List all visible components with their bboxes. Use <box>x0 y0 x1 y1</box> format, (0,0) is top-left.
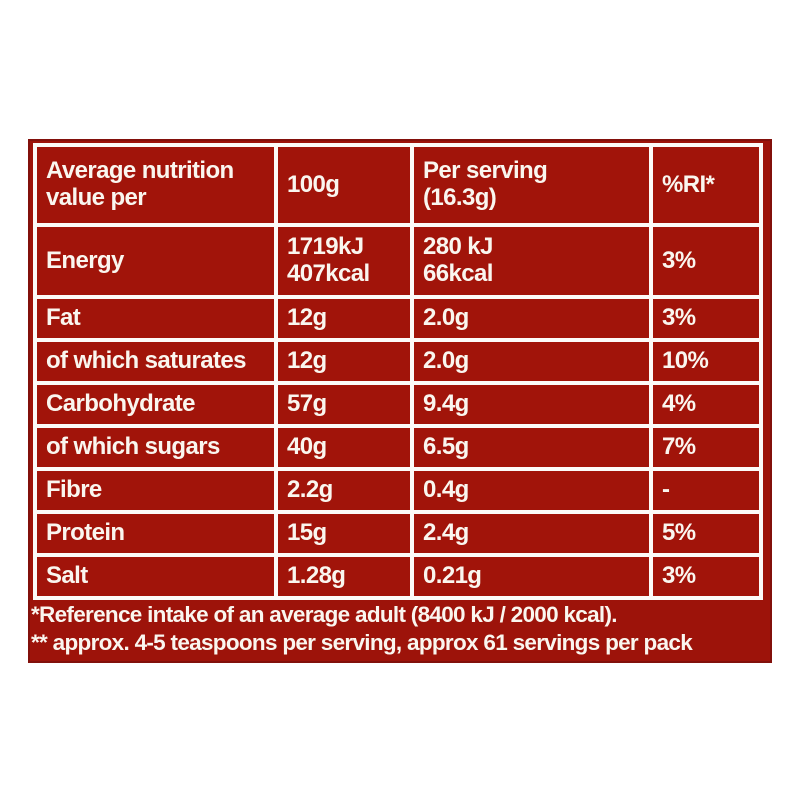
row-saturates-ri: 10% <box>653 342 759 381</box>
row-energy-ri: 3% <box>653 227 759 295</box>
row-energy-per-100g: 1719kJ 407kcal <box>278 227 410 295</box>
row-fat-per-100g: 12g <box>278 299 410 338</box>
row-protein-per-100g: 15g <box>278 514 410 553</box>
row-energy-label: Energy <box>37 227 274 295</box>
row-carbohydrate-per-serving: 9.4g <box>414 385 649 424</box>
row-fat-per-serving: 2.0g <box>414 299 649 338</box>
row-sugars-per-100g: 40g <box>278 428 410 467</box>
nutrition-table: Average nutrition value per 100g Per ser… <box>33 143 763 600</box>
row-fibre-per-serving: 0.4g <box>414 471 649 510</box>
row-saturates-per-100g: 12g <box>278 342 410 381</box>
row-sugars-label: of which sugars <box>37 428 274 467</box>
header-per-100g-column: 100g <box>278 147 410 223</box>
row-protein-label: Protein <box>37 514 274 553</box>
row-fibre-label: Fibre <box>37 471 274 510</box>
row-energy-per-serving: 280 kJ 66kcal <box>414 227 649 295</box>
row-protein-per-serving: 2.4g <box>414 514 649 553</box>
row-carbohydrate-ri: 4% <box>653 385 759 424</box>
header-per-serving-column: Per serving (16.3g) <box>414 147 649 223</box>
row-saturates-label: of which saturates <box>37 342 274 381</box>
row-fat-label: Fat <box>37 299 274 338</box>
row-salt-per-serving: 0.21g <box>414 557 649 596</box>
row-protein-ri: 5% <box>653 514 759 553</box>
row-carbohydrate-per-100g: 57g <box>278 385 410 424</box>
row-carbohydrate-label: Carbohydrate <box>37 385 274 424</box>
row-fibre-ri: - <box>653 471 759 510</box>
nutrition-panel: Average nutrition value per 100g Per ser… <box>28 139 772 663</box>
row-fat-ri: 3% <box>653 299 759 338</box>
row-salt-ri: 3% <box>653 557 759 596</box>
row-salt-label: Salt <box>37 557 274 596</box>
row-sugars-per-serving: 6.5g <box>414 428 649 467</box>
header-ri-column: %RI* <box>653 147 759 223</box>
row-salt-per-100g: 1.28g <box>278 557 410 596</box>
row-fibre-per-100g: 2.2g <box>278 471 410 510</box>
footnotes: *Reference intake of an average adult (8… <box>31 601 769 657</box>
header-label-column: Average nutrition value per <box>37 147 274 223</box>
row-sugars-ri: 7% <box>653 428 759 467</box>
servings-footnote: ** approx. 4-5 teaspoons per serving, ap… <box>31 629 693 655</box>
row-saturates-per-serving: 2.0g <box>414 342 649 381</box>
reference-intake-footnote: *Reference intake of an average adult (8… <box>31 601 618 627</box>
